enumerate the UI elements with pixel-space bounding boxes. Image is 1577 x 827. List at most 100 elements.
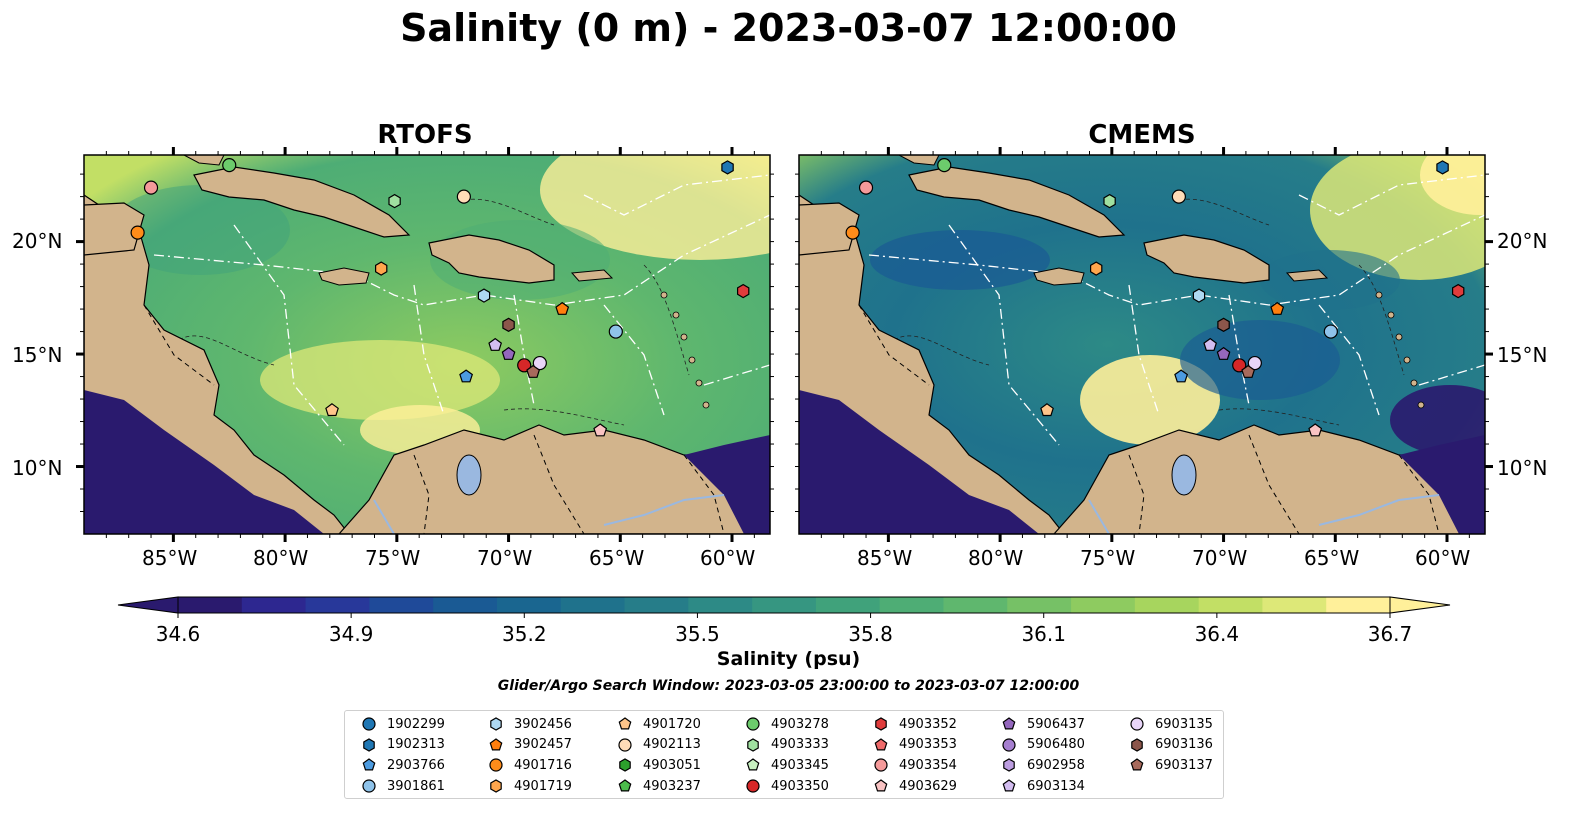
lon-label-60w-right: 60°W bbox=[1415, 546, 1471, 570]
legend-item: 5906480 bbox=[1001, 735, 1085, 755]
hexagon-marker-icon bbox=[490, 779, 502, 793]
float-marker-4902113 bbox=[456, 189, 471, 204]
float-marker-4903352 bbox=[736, 283, 750, 299]
colorbar-segment bbox=[1134, 597, 1200, 613]
legend-item: 4903353 bbox=[873, 735, 957, 755]
legend-item: 4903051 bbox=[617, 755, 701, 775]
lat-label-20n-left: 20°N bbox=[12, 229, 63, 253]
float-marker-3902457 bbox=[555, 301, 570, 315]
colorbar-segment bbox=[688, 597, 753, 613]
map-panel-rtofs bbox=[83, 154, 771, 535]
legend-item-label: 4903350 bbox=[771, 778, 829, 794]
colorbar-tick-label: 36.1 bbox=[1021, 622, 1066, 646]
lat-label-20n-right: 20°N bbox=[1497, 229, 1548, 253]
colorbar-label: Salinity (psu) bbox=[716, 648, 861, 670]
pentagon-marker-icon bbox=[1002, 717, 1016, 730]
legend-item-label: 4903237 bbox=[643, 778, 701, 794]
colorbar-tick-label: 34.9 bbox=[328, 622, 374, 646]
colorbar-segment bbox=[560, 597, 626, 613]
colorbar-extend-low bbox=[117, 596, 179, 614]
legend-item: 2903766 bbox=[361, 755, 445, 775]
legend-item: 5906437 bbox=[1001, 714, 1085, 734]
colorbar-segment bbox=[815, 597, 881, 613]
lat-label-10n-right: 10°N bbox=[1497, 456, 1548, 480]
float-marker-4901716 bbox=[130, 225, 145, 240]
colorbar-segment bbox=[241, 597, 307, 613]
circle-marker-icon bbox=[362, 717, 376, 731]
legend-item: 4903629 bbox=[873, 776, 957, 796]
colorbar-segment bbox=[943, 597, 1008, 613]
float-marker-4903278 bbox=[937, 158, 952, 173]
legend-item-label: 6903134 bbox=[1027, 778, 1085, 794]
pentagon-marker-icon bbox=[1130, 758, 1144, 771]
float-marker-4903350 bbox=[517, 358, 532, 373]
legend-item-label: 6902958 bbox=[1027, 757, 1085, 773]
float-marker-6903136 bbox=[502, 317, 515, 332]
legend-item: 6903136 bbox=[1129, 735, 1213, 755]
lon-label-80w-left: 80°W bbox=[253, 546, 309, 570]
legend-item: 4901720 bbox=[617, 714, 701, 734]
colorbar-segment bbox=[1007, 597, 1072, 613]
legend-item-label: 4901716 bbox=[514, 757, 572, 773]
legend-item: 4903345 bbox=[745, 755, 829, 775]
colorbar-extend-high bbox=[1389, 596, 1451, 614]
legend-item-label: 4903353 bbox=[899, 737, 957, 753]
pentagon-marker-icon bbox=[874, 779, 888, 792]
colorbar-segment bbox=[496, 597, 562, 613]
figure-title: Salinity (0 m) - 2023-03-07 12:00:00 bbox=[400, 6, 1177, 50]
float-marker-4901719 bbox=[375, 261, 388, 276]
float-marker-4901720 bbox=[1040, 403, 1054, 417]
pentagon-marker-icon bbox=[489, 737, 503, 751]
legend-item: 1902299 bbox=[361, 714, 445, 734]
circle-marker-icon bbox=[874, 758, 888, 772]
legend-item-label: 1902299 bbox=[387, 716, 445, 732]
float-marker-1902313 bbox=[721, 160, 734, 175]
float-marker-6903137 bbox=[1241, 364, 1256, 378]
lon-label-65w-left: 65°W bbox=[589, 546, 645, 570]
legend-item-label: 2903766 bbox=[387, 757, 445, 773]
float-marker-3902456 bbox=[477, 288, 491, 303]
float-marker-4903333 bbox=[1103, 193, 1116, 209]
search-window-caption: Glider/Argo Search Window: 2023-03-05 23… bbox=[497, 678, 1080, 694]
legend-item: 4902113 bbox=[617, 735, 701, 755]
circle-marker-icon bbox=[746, 779, 760, 793]
legend-item-label: 6903137 bbox=[1155, 757, 1213, 773]
legend-item-label: 4903345 bbox=[771, 757, 829, 773]
lat-label-15n-right: 15°N bbox=[1497, 343, 1548, 367]
float-marker-4901719 bbox=[1089, 261, 1103, 276]
legend-item: 1902313 bbox=[361, 735, 445, 755]
float-marker-6903137 bbox=[526, 364, 541, 378]
map-panel-cmems bbox=[798, 154, 1486, 535]
lon-label-65w-right: 65°W bbox=[1304, 546, 1360, 570]
panel-title-cmems: CMEMS bbox=[1088, 120, 1196, 150]
float-marker-4903333 bbox=[388, 193, 401, 209]
legend-item-label: 4903354 bbox=[899, 757, 957, 773]
hexagon-marker-icon bbox=[1131, 737, 1143, 752]
pentagon-marker-icon bbox=[1002, 779, 1016, 792]
legend-item: 4903278 bbox=[745, 714, 829, 734]
colorbar-tick-label: 35.5 bbox=[675, 622, 720, 646]
circle-marker-icon bbox=[746, 717, 760, 731]
hexagon-marker-icon bbox=[875, 717, 887, 731]
legend-item: 3902457 bbox=[488, 735, 572, 755]
hexagon-marker-icon bbox=[363, 737, 375, 752]
float-marker-4903350 bbox=[1232, 358, 1247, 373]
colorbar-tick-label: 34.6 bbox=[155, 622, 201, 646]
legend-item-label: 3901861 bbox=[387, 778, 445, 794]
colorbar-segment bbox=[1071, 597, 1136, 613]
lat-label-10n-left: 10°N bbox=[12, 456, 63, 480]
legend-item: 4903354 bbox=[873, 755, 957, 775]
pentagon-marker-icon bbox=[618, 717, 632, 730]
lon-label-85w-right: 85°W bbox=[857, 546, 913, 570]
float-marker-4901720 bbox=[325, 403, 339, 417]
colorbar-segment bbox=[1262, 597, 1327, 613]
float-marker-5906437 bbox=[1216, 346, 1231, 360]
lon-label-85w-left: 85°W bbox=[142, 546, 198, 570]
circle-marker-icon bbox=[489, 758, 503, 772]
float-marker-2903766 bbox=[459, 369, 474, 383]
colorbar-segment bbox=[752, 597, 817, 613]
legend-item-label: 4903352 bbox=[899, 716, 957, 732]
colorbar-segment bbox=[879, 597, 945, 613]
colorbar-tick-label: 35.8 bbox=[848, 622, 893, 646]
legend-item-label: 6903136 bbox=[1155, 737, 1213, 753]
